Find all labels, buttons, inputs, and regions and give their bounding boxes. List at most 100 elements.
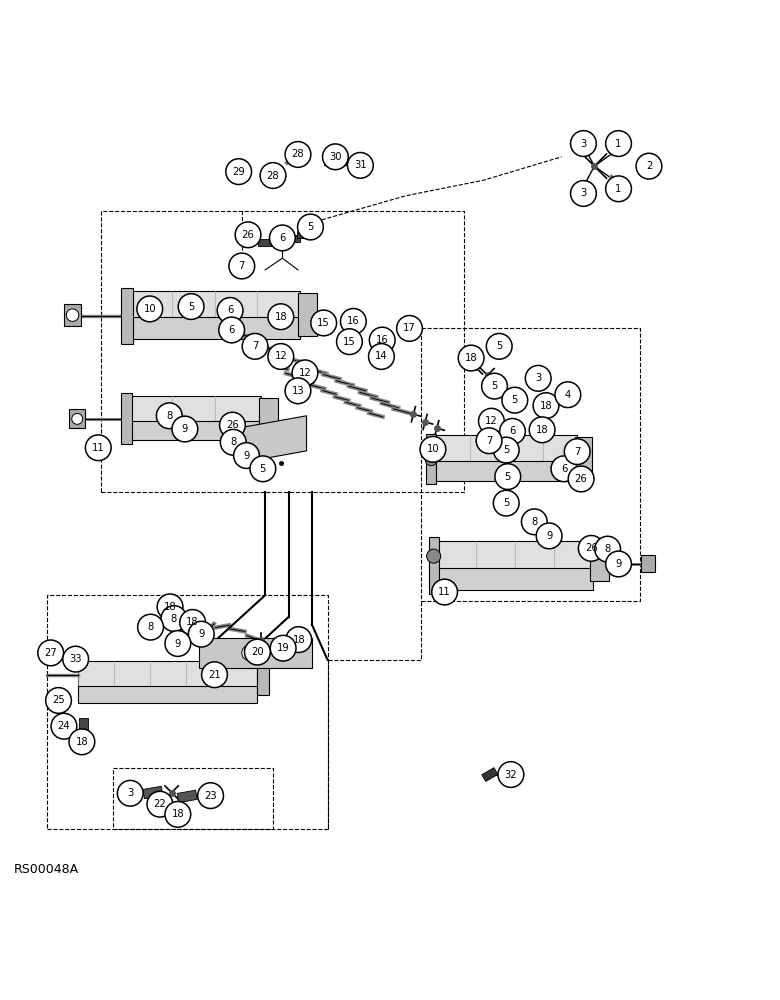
Text: 17: 17 [403, 323, 416, 333]
Text: 7: 7 [252, 341, 258, 351]
Text: 4: 4 [565, 390, 571, 400]
Polygon shape [641, 555, 655, 572]
Text: RS00048A: RS00048A [14, 863, 79, 876]
Circle shape [242, 645, 257, 661]
Text: 6: 6 [227, 305, 233, 315]
Text: 29: 29 [232, 167, 245, 177]
Circle shape [487, 333, 512, 359]
Text: 2: 2 [646, 161, 652, 171]
Text: 1: 1 [615, 184, 622, 194]
Circle shape [66, 309, 79, 321]
Circle shape [310, 310, 337, 336]
Circle shape [220, 429, 246, 455]
Circle shape [156, 403, 182, 429]
Circle shape [502, 387, 528, 413]
Circle shape [459, 345, 484, 371]
Circle shape [285, 627, 312, 652]
Circle shape [218, 317, 245, 343]
Polygon shape [297, 231, 311, 238]
Polygon shape [80, 736, 87, 750]
Text: 10: 10 [427, 444, 439, 454]
Circle shape [551, 456, 576, 482]
Text: 24: 24 [58, 721, 70, 731]
Circle shape [529, 417, 555, 443]
Text: 8: 8 [604, 544, 611, 554]
Text: 21: 21 [208, 670, 221, 680]
Circle shape [432, 579, 457, 605]
Circle shape [268, 344, 293, 369]
Text: 25: 25 [52, 695, 65, 705]
Circle shape [370, 327, 395, 353]
Circle shape [369, 344, 395, 369]
Circle shape [534, 393, 558, 418]
Polygon shape [129, 317, 300, 339]
Text: 11: 11 [92, 443, 105, 453]
Text: 26: 26 [575, 474, 587, 484]
Circle shape [161, 606, 187, 631]
Text: 22: 22 [154, 799, 166, 809]
Text: 7: 7 [239, 261, 245, 271]
Text: 9: 9 [615, 559, 622, 569]
Text: 18: 18 [275, 312, 287, 322]
Circle shape [69, 729, 95, 755]
Text: 18: 18 [186, 617, 199, 627]
Polygon shape [285, 235, 300, 242]
Circle shape [478, 408, 504, 434]
Text: 8: 8 [531, 517, 537, 527]
Text: 5: 5 [503, 445, 509, 455]
Circle shape [72, 413, 83, 424]
Circle shape [494, 490, 519, 516]
Text: 15: 15 [317, 318, 330, 328]
Polygon shape [324, 151, 346, 165]
Text: 5: 5 [188, 302, 194, 312]
Circle shape [137, 296, 162, 322]
Circle shape [229, 253, 254, 279]
Circle shape [348, 153, 374, 178]
Polygon shape [199, 638, 312, 668]
Text: 15: 15 [343, 337, 356, 347]
Polygon shape [121, 393, 132, 444]
Circle shape [285, 142, 310, 167]
Text: 5: 5 [260, 464, 266, 474]
Polygon shape [177, 790, 197, 803]
Circle shape [565, 439, 590, 465]
Polygon shape [78, 661, 257, 689]
Circle shape [51, 713, 76, 739]
Circle shape [606, 176, 632, 202]
Polygon shape [433, 461, 577, 481]
Circle shape [37, 640, 64, 666]
Polygon shape [433, 435, 577, 465]
Polygon shape [575, 437, 592, 476]
Polygon shape [79, 718, 88, 734]
Circle shape [427, 549, 441, 563]
Circle shape [494, 437, 519, 463]
Polygon shape [129, 291, 300, 321]
Text: 9: 9 [243, 451, 250, 461]
Circle shape [341, 309, 367, 334]
Polygon shape [272, 239, 286, 246]
Polygon shape [143, 786, 163, 799]
Text: 18: 18 [540, 401, 552, 411]
Circle shape [137, 614, 164, 640]
Circle shape [179, 610, 206, 635]
Circle shape [245, 639, 271, 665]
Circle shape [261, 163, 285, 188]
Circle shape [500, 418, 526, 444]
Circle shape [45, 688, 72, 713]
Circle shape [220, 412, 245, 438]
Polygon shape [242, 416, 307, 463]
Circle shape [178, 294, 204, 319]
Circle shape [217, 298, 243, 323]
Text: 30: 30 [329, 152, 342, 162]
Text: 13: 13 [292, 386, 304, 396]
Polygon shape [258, 239, 272, 246]
Circle shape [198, 783, 224, 808]
Circle shape [298, 214, 323, 240]
Text: 5: 5 [505, 472, 511, 482]
Text: 9: 9 [546, 531, 552, 541]
Text: 18: 18 [76, 737, 88, 747]
Circle shape [250, 456, 276, 482]
Circle shape [396, 316, 423, 341]
Text: 8: 8 [147, 622, 154, 632]
Text: 8: 8 [171, 614, 177, 624]
